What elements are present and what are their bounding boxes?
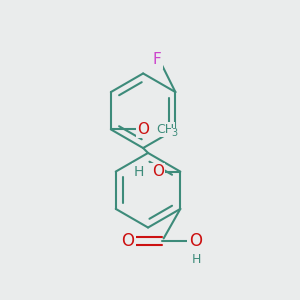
- Text: O: O: [137, 122, 149, 137]
- Text: O: O: [190, 232, 202, 250]
- Text: O: O: [152, 164, 164, 179]
- Text: 3: 3: [172, 128, 178, 138]
- Text: O: O: [121, 232, 134, 250]
- Text: H: H: [134, 165, 144, 178]
- Text: CH: CH: [156, 123, 174, 136]
- Text: H: H: [191, 254, 201, 266]
- Text: F: F: [152, 52, 161, 67]
